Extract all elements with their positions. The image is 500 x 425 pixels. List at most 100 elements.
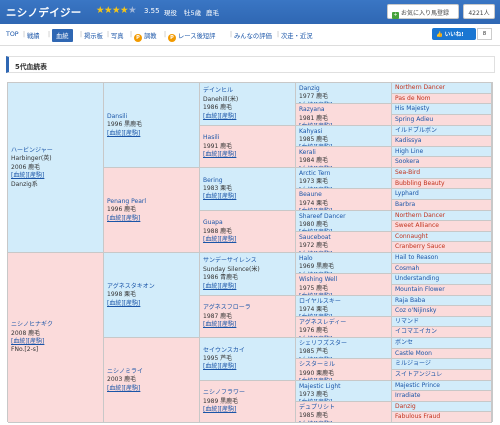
horse-name-link[interactable]: Connaught	[395, 232, 428, 240]
pedigree-progeny-link[interactable]: [血統][産駒]	[299, 421, 389, 422]
horse-name-link[interactable]: Wishing Well	[299, 276, 338, 284]
tab-6[interactable]: P レース後短評	[168, 31, 215, 42]
pedigree-progeny-link[interactable]: [血統][産駒]	[107, 214, 141, 222]
tab-2[interactable]: 血統	[52, 29, 73, 42]
horse-name-link[interactable]: Lyphard	[395, 190, 419, 198]
horse-name-link[interactable]: Pas de Nom	[395, 94, 431, 102]
horse-name-link[interactable]: Raja Baba	[395, 296, 426, 304]
horse-name-link[interactable]: Sauceboat	[299, 233, 331, 241]
pedigree-progeny-link[interactable]: [血統][産駒]	[299, 399, 389, 400]
pedigree-progeny-link[interactable]: [血統][産駒]	[11, 172, 45, 180]
horse-name-link[interactable]: Northern Dancer	[395, 211, 446, 219]
horse-name-link[interactable]: Guapa	[203, 219, 223, 227]
horse-name-link[interactable]: Dansili	[107, 112, 128, 120]
horse-name-link[interactable]: イルドブルボン	[395, 126, 438, 134]
pedigree-progeny-link[interactable]: [血統][産駒]	[299, 314, 389, 315]
horse-name-link[interactable]: セイウンスカイ	[203, 346, 245, 354]
horse-name-link[interactable]: ニシノヒナギク	[11, 321, 54, 329]
horse-name-link[interactable]: Kerali	[299, 148, 316, 156]
horse-name-link[interactable]: Razyana	[299, 106, 325, 114]
tab-8[interactable]: 次走・近況	[281, 31, 312, 40]
pedigree-progeny-link[interactable]: [血統][産駒]	[203, 363, 237, 371]
pedigree-progeny-link[interactable]: [血統][産駒]	[299, 229, 389, 230]
horse-name-link[interactable]: Hasili	[203, 134, 220, 142]
like-button[interactable]: 👍 いいね!	[432, 28, 476, 40]
horse-name-link[interactable]: イコマエイカン	[395, 328, 438, 336]
horse-name-link[interactable]: Hail to Reason	[395, 254, 439, 261]
horse-name-link[interactable]: Arctic Tern	[299, 170, 331, 177]
horse-name-link[interactable]: スイトアンジュレ	[395, 370, 443, 378]
horse-name-link[interactable]: Kadissya	[395, 137, 422, 145]
pedigree-progeny-link[interactable]: [血統][産駒]	[299, 251, 389, 252]
horse-name-link[interactable]: High Line	[395, 147, 424, 155]
horse-name-link[interactable]: アグネスフローラ	[203, 304, 251, 312]
horse-name-link[interactable]: シスターミル	[299, 361, 336, 369]
horse-name-link[interactable]: Irradiate	[395, 392, 421, 400]
horse-name-link[interactable]: Bering	[203, 176, 223, 184]
pedigree-progeny-link[interactable]: [血統][産駒]	[203, 282, 237, 290]
horse-name-link[interactable]: Spring Adieu	[395, 115, 434, 123]
pedigree-progeny-link[interactable]: [血統][産駒]	[299, 208, 389, 209]
horse-name-link[interactable]: Coz o'Nijinsky	[395, 307, 437, 315]
horse-name-link[interactable]: Bubbling Beauty	[395, 179, 445, 187]
horse-name-link[interactable]: アグネスタキオン	[107, 282, 155, 290]
horse-name-link[interactable]: Cranberry Sauce	[395, 243, 446, 251]
horse-name-link[interactable]: Castle Moon	[395, 349, 432, 357]
pedigree-progeny-link[interactable]: [血統][産駒]	[107, 384, 141, 392]
tab-0[interactable]: TOP	[6, 31, 19, 38]
horse-name-link[interactable]: ハービンジャー	[11, 147, 53, 154]
tab-1[interactable]: 戦績	[27, 31, 40, 40]
horse-name-link[interactable]: Northern Dancer	[395, 84, 446, 91]
horse-name-link[interactable]: Danzig	[395, 402, 416, 410]
horse-name-link[interactable]: ロイヤルスキー	[299, 297, 341, 305]
horse-name-link[interactable]: Majestic Light	[299, 382, 341, 390]
horse-name-link[interactable]: His Majesty	[395, 105, 430, 113]
pedigree-progeny-link[interactable]: [血統][産駒]	[107, 299, 141, 307]
horse-name-link[interactable]: Majestic Prince	[395, 381, 441, 389]
tab-4[interactable]: 写真	[111, 31, 124, 40]
pedigree-progeny-link[interactable]: [血統][産駒]	[299, 293, 389, 294]
pedigree-progeny-link[interactable]: [血統][産駒]	[299, 102, 389, 103]
horse-name-link[interactable]: ボンセ	[395, 339, 414, 346]
horse-name-link[interactable]: Shareef Dancer	[299, 212, 346, 220]
pedigree-progeny-link[interactable]: [血統][産駒]	[203, 193, 237, 201]
horse-name-link[interactable]: Sookera	[395, 158, 420, 166]
horse-name-link[interactable]: Danzig	[299, 85, 320, 92]
pedigree-progeny-link[interactable]: [血統][産駒]	[299, 272, 389, 273]
horse-name-link[interactable]: Kahyasi	[299, 127, 323, 135]
pedigree-progeny-link[interactable]: [血統][産駒]	[299, 357, 389, 358]
pedigree-progeny-link[interactable]: [血統][産駒]	[107, 129, 141, 137]
horse-name-link[interactable]: デュプリシト	[299, 403, 336, 411]
pedigree-progeny-link[interactable]: [血統][産駒]	[203, 112, 237, 120]
pedigree-progeny-link[interactable]: [血統][産駒]	[299, 378, 389, 379]
tab-7[interactable]: みんなの評価	[234, 31, 272, 40]
horse-name-link[interactable]: Fabulous Fraud	[395, 413, 441, 421]
tab-3[interactable]: 掲示板	[84, 31, 103, 40]
pedigree-progeny-link[interactable]: [血統][産駒]	[203, 150, 237, 158]
pedigree-progeny-link[interactable]: [血統][産駒]	[299, 123, 389, 124]
horse-name-link[interactable]: リマンド	[395, 317, 420, 325]
horse-name-link[interactable]: Sea-Bird	[395, 169, 421, 176]
pedigree-progeny-link[interactable]: [血統][産駒]	[203, 320, 237, 328]
horse-name-link[interactable]: ニシノミライ	[107, 367, 144, 375]
horse-name-link[interactable]: Penang Pearl	[107, 197, 146, 205]
horse-name-link[interactable]: Mountain Flower	[395, 285, 445, 293]
horse-name-link[interactable]: Halo	[299, 255, 313, 262]
horse-name-link[interactable]: Understanding	[395, 275, 440, 283]
horse-name-link[interactable]: Beaune	[299, 191, 322, 199]
horse-name-link[interactable]: ニシノフラワー	[203, 389, 246, 397]
horse-name-link[interactable]: Barbra	[395, 200, 416, 208]
horse-name-link[interactable]: アグネスレディー	[299, 318, 347, 326]
pedigree-progeny-link[interactable]: [血統][産駒]	[299, 187, 389, 188]
pedigree-progeny-link[interactable]: [血統][産駒]	[299, 144, 389, 145]
pedigree-progeny-link[interactable]: [血統][産駒]	[203, 235, 237, 243]
horse-name-link[interactable]: Cosmah	[395, 264, 420, 272]
pedigree-progeny-link[interactable]: [血統][産駒]	[203, 405, 237, 413]
horse-name-link[interactable]: デインヒル	[203, 87, 234, 95]
pedigree-progeny-link[interactable]: [血統][産駒]	[11, 338, 45, 345]
tab-5[interactable]: P 調教	[134, 31, 157, 42]
horse-name-link[interactable]: Sweet Alliance	[395, 222, 439, 230]
horse-name-link[interactable]: シェリフズスター	[299, 340, 348, 347]
favorite-button[interactable]: + お気に入り馬登録	[387, 4, 459, 19]
pedigree-progeny-link[interactable]: [血統][産駒]	[299, 336, 389, 337]
